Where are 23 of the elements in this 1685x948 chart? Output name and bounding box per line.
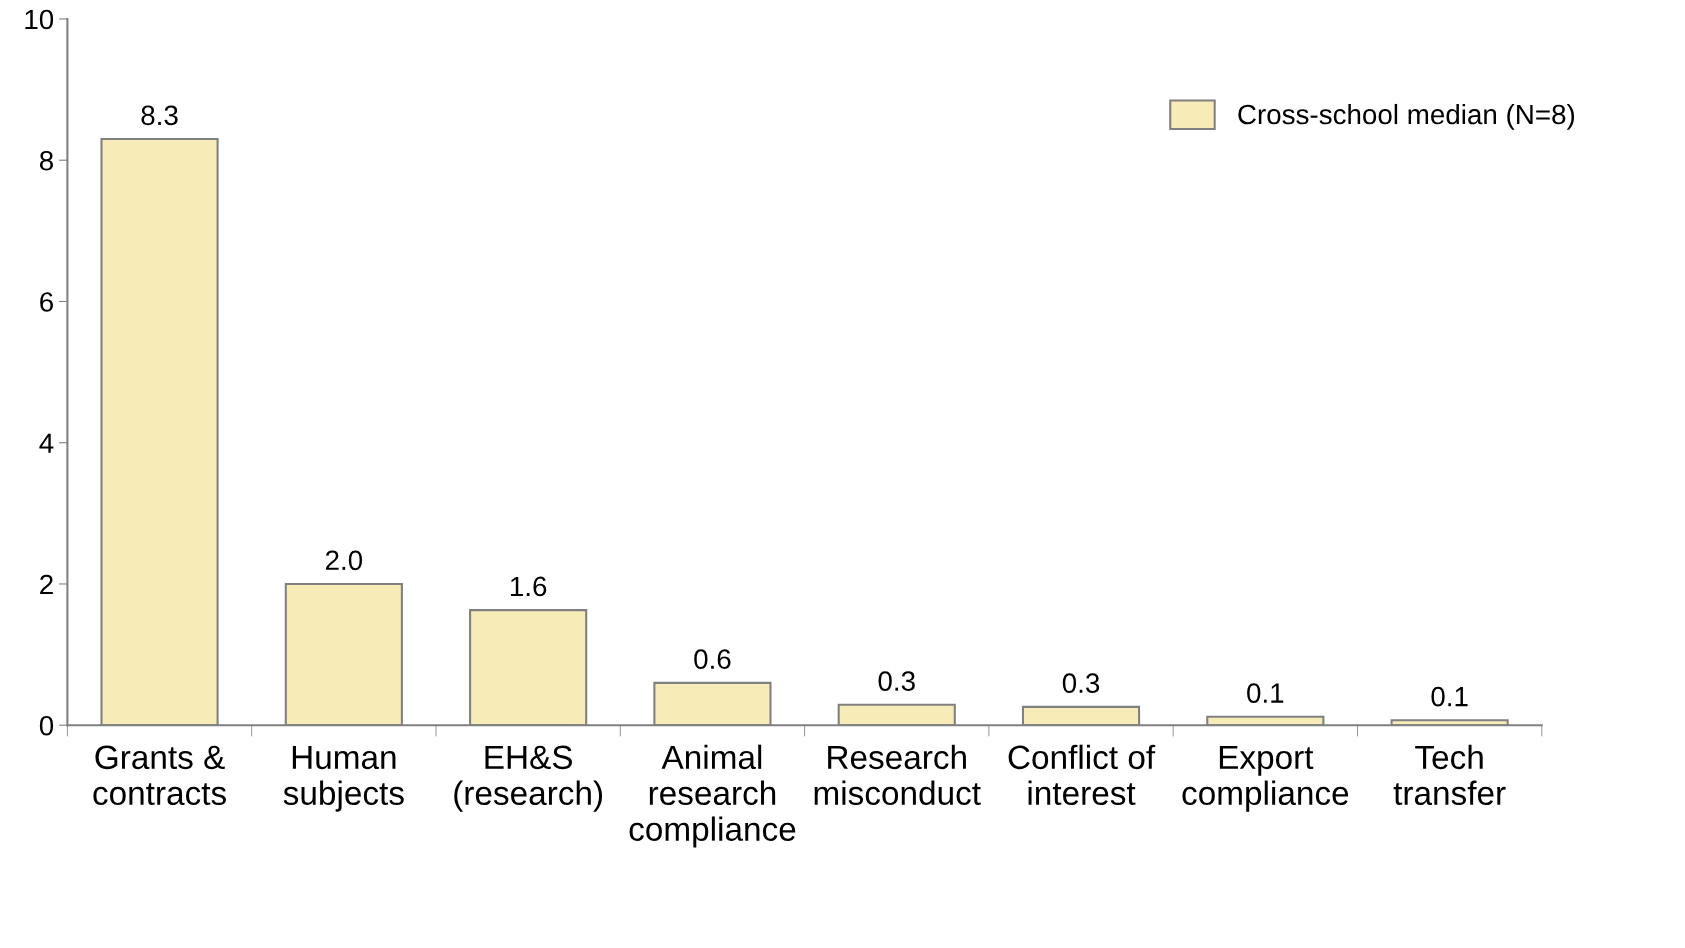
x-tick-label: EH&S (research)	[454, 745, 603, 812]
data-label: 0.6	[694, 649, 731, 670]
legend-label: Cross-school median (N=8)	[1238, 103, 1575, 130]
y-tick-label: 2	[40, 574, 53, 595]
y-tick-label: 4	[39, 433, 54, 453]
x-tick-label: Tech transfer	[1393, 744, 1506, 806]
data-label: 0.3	[1062, 673, 1100, 694]
y-tick-label: 0	[39, 715, 54, 736]
x-tick-label: Research misconduct	[814, 744, 981, 806]
data-label: 0.1	[1431, 686, 1468, 707]
data-label: 2.0	[325, 550, 363, 571]
data-label: 1.6	[510, 576, 547, 597]
x-tick-label: Grants & contracts	[93, 745, 226, 806]
y-tick-label: 10	[25, 9, 54, 30]
data-label: 0.3	[878, 671, 915, 691]
y-tick-label: 6	[40, 292, 53, 312]
data-label: 0.1	[1247, 683, 1284, 703]
y-tick-label: 8	[39, 150, 53, 171]
data-label: 8.3	[141, 105, 178, 126]
x-tick-label: Human subjects	[283, 745, 404, 812]
x-tick-label: Export compliance	[1182, 745, 1349, 812]
x-tick-label: Animal research compliance	[629, 744, 796, 848]
x-tick-label: Conflict of interest	[1008, 744, 1156, 806]
